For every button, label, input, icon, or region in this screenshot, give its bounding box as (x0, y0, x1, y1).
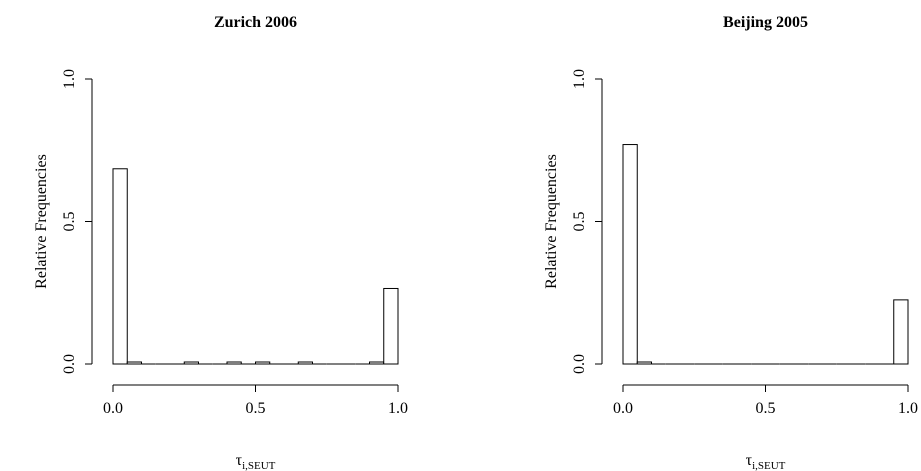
y-axis-label: Relative Frequencies (543, 154, 560, 289)
x-tick-label: 0.5 (756, 400, 776, 417)
bar (226, 361, 242, 365)
x-axis-subscript: i,SEUT (242, 460, 276, 471)
y-tick-label: 0.0 (571, 354, 588, 374)
chart-title: Zurich 2006 (214, 14, 297, 31)
y-tick-label: 0.5 (571, 212, 588, 232)
bar (369, 361, 385, 365)
x-tick-label: 0.0 (103, 400, 123, 417)
chart: Beijing 2005 Relative Frequencies τi,SEUT 0… (543, 14, 918, 471)
y-tick-label: 0.5 (61, 212, 78, 232)
bar (183, 361, 199, 365)
bar (893, 299, 909, 365)
bar (383, 287, 399, 365)
bar (622, 144, 638, 365)
x-axis-label: τi,SEUT (746, 452, 786, 471)
x-axis-subscript: i,SEUT (752, 460, 786, 471)
x-tick-label: 0.0 (613, 400, 633, 417)
x-tick-label: 1.0 (388, 400, 408, 417)
x-axis-symbol: τ (236, 452, 243, 469)
bar (636, 361, 652, 365)
y-tick-label: 0.0 (61, 354, 78, 374)
chart-title: Beijing 2005 (723, 14, 808, 31)
y-tick-label: 1.0 (571, 69, 588, 89)
x-tick-label: 1.0 (898, 400, 918, 417)
bar (112, 168, 128, 365)
x-tick-label: 0.5 (246, 400, 266, 417)
bar (297, 361, 313, 365)
x-axis-label: τi,SEUT (236, 452, 276, 471)
y-axis-label: Relative Frequencies (33, 154, 50, 289)
x-axis-symbol: τ (746, 452, 753, 469)
bar (126, 361, 142, 365)
bar (255, 361, 271, 365)
y-tick-label: 1.0 (61, 69, 78, 89)
chart: Zurich 2006 Relative Frequencies τi,SEUT 0.… (33, 14, 408, 471)
